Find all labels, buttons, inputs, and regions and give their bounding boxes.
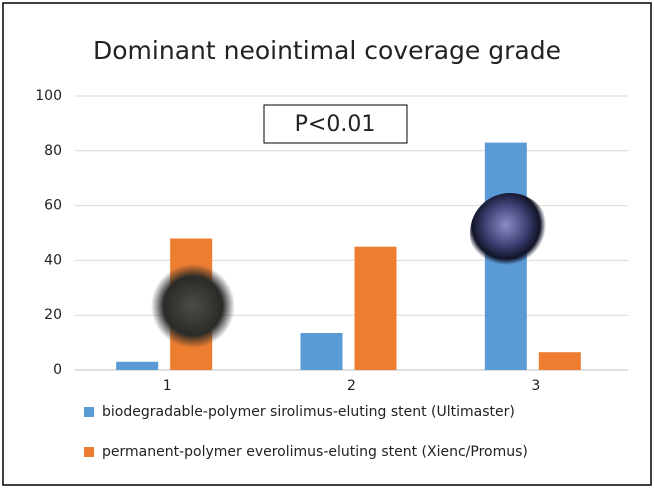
page: Dominant neointimal coverage grade 0 20 40… bbox=[0, 0, 654, 488]
y-tick-label: 40 bbox=[44, 252, 62, 268]
x-tick-label: 1 bbox=[163, 378, 172, 394]
chart: Dominant neointimal coverage grade 0 20 40… bbox=[0, 0, 654, 488]
y-tick-label: 0 bbox=[53, 362, 62, 378]
x-tick-label: 3 bbox=[531, 378, 540, 394]
annotation: P<0.01 bbox=[295, 112, 376, 137]
legend-label: biodegradable-polymer sirolimus-eluting … bbox=[102, 404, 515, 420]
legend-swatch bbox=[84, 447, 94, 457]
y-tick-label: 20 bbox=[44, 307, 62, 323]
x-tick-label: 2 bbox=[347, 378, 356, 394]
bar bbox=[301, 333, 343, 370]
bar bbox=[355, 247, 397, 370]
y-tick-label: 60 bbox=[44, 198, 62, 214]
chart-title: Dominant neointimal coverage grade bbox=[93, 36, 561, 65]
y-tick-label: 80 bbox=[44, 143, 62, 159]
bar bbox=[116, 362, 158, 370]
photo bbox=[151, 264, 235, 348]
y-tick-label: 100 bbox=[35, 88, 62, 104]
bar bbox=[539, 352, 581, 370]
legend-label: permanent-polymer everolimus-eluting ste… bbox=[102, 444, 528, 460]
legend-swatch bbox=[84, 407, 94, 417]
photo bbox=[470, 193, 550, 273]
